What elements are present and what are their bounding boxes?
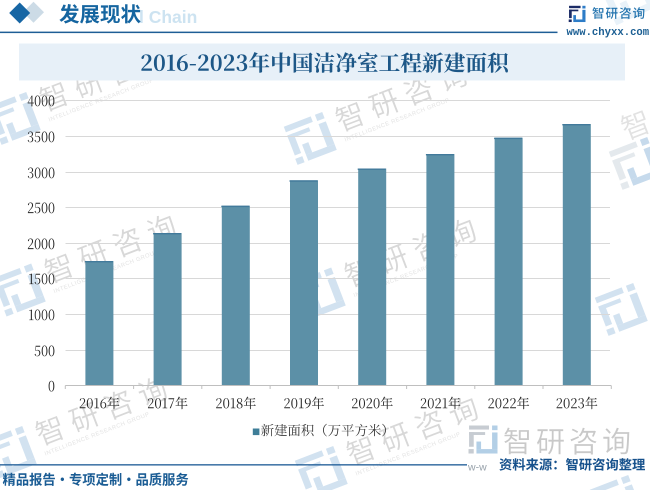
svg-text:www.chyxx.com: www.chyxx.com	[567, 27, 650, 39]
svg-text:w-w: w-w	[467, 462, 487, 474]
svg-text:l Chain: l Chain	[139, 7, 197, 27]
